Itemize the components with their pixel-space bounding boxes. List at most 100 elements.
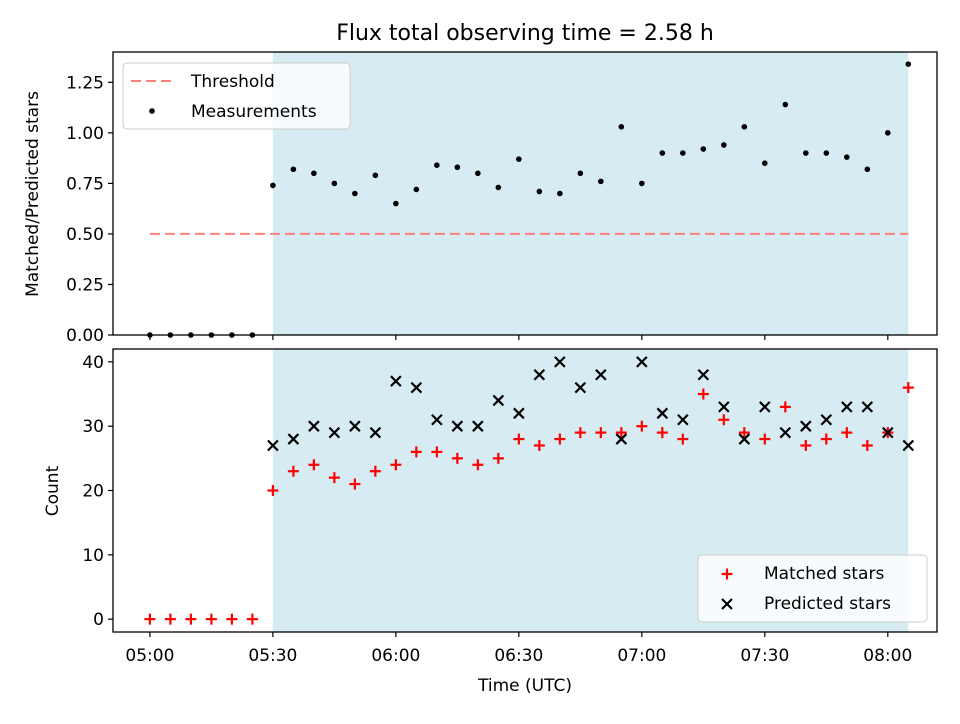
measurement-point: [618, 123, 625, 130]
predicted-star-point: [554, 356, 566, 368]
measurement-point: [536, 188, 543, 195]
bottom-y-tick-label: 40: [82, 353, 104, 373]
predicted-star-point: [738, 433, 751, 445]
legend-measurements-label: Measurements: [191, 102, 317, 122]
predicted-star-point: [800, 420, 812, 432]
matched-star-point: [451, 452, 463, 464]
predicted-star-point: [902, 439, 915, 452]
measurement-point: [680, 150, 686, 156]
bottom-y-tick-label: 0: [93, 610, 104, 630]
predicted-star-point: [451, 420, 464, 432]
predicted-star-point: [595, 368, 607, 381]
predicted-star-point: [759, 401, 771, 413]
predicted-marker-b: [615, 433, 628, 445]
matched-star-point: [185, 613, 197, 625]
measurement-point: [803, 150, 809, 156]
predicted-star-point: [841, 401, 853, 413]
bottom-x-tick-label: 05:00: [125, 646, 174, 666]
measurement-point: [413, 186, 420, 193]
measurement-point: [352, 190, 358, 197]
chart-title: Flux total observing time = 2.58 h: [336, 21, 714, 46]
predicted-star-point: [636, 356, 648, 368]
matched-star-point: [902, 382, 914, 394]
bottom-x-tick-label: 07:00: [617, 646, 666, 666]
matched-star-point: [554, 433, 566, 445]
predicted-marker-b: [861, 401, 874, 413]
predicted-star-point: [308, 420, 320, 432]
measurement-point: [495, 184, 502, 191]
legend-matched-label: Matched stars: [764, 564, 884, 584]
matched-star-point: [205, 613, 217, 625]
measurement-point: [741, 123, 748, 130]
matched-star-point: [328, 472, 340, 484]
matched-star-point: [513, 433, 525, 445]
measurement-point: [516, 156, 522, 162]
predicted-marker-b: [779, 426, 792, 439]
top-plot: 0.00 0.25 0.50 0.75 1.00 1.25 Threshold Measure…: [66, 51, 938, 346]
measurement-point: [721, 142, 727, 148]
matched-star-point: [226, 613, 238, 625]
measurement-point: [270, 182, 276, 189]
bottom-x-tick-label: 08:00: [863, 646, 912, 666]
predicted-marker-b: [328, 426, 341, 439]
predicted-marker-b: [369, 426, 382, 439]
matched-star-point: [697, 388, 709, 400]
predicted-marker-b: [656, 407, 669, 420]
measurement-point: [782, 101, 789, 108]
matched-star-point: [369, 465, 381, 477]
matched-star-point: [390, 459, 402, 471]
matched-star-point: [349, 478, 361, 490]
bottom-y-tick-label: 10: [82, 546, 104, 566]
matched-star-point: [574, 427, 586, 439]
predicted-marker-b: [738, 433, 751, 445]
measurement-point: [905, 61, 912, 67]
predicted-marker-b: [882, 426, 894, 439]
matched-star-point: [472, 459, 484, 471]
top-y-axis-label: Matched/Predicted stars: [23, 91, 43, 297]
top-axes-frame: [112, 51, 938, 336]
predicted-star-point: [861, 401, 874, 413]
top-y-tick-label: 0.75: [66, 174, 104, 194]
bottom-y-tick-label: 20: [82, 482, 104, 502]
predicted-marker-b: [759, 401, 771, 413]
bottom-legend: Matched stars Predicted stars: [697, 554, 928, 623]
bottom-x-tick-label: 05:30: [248, 646, 297, 666]
predicted-star-point: [349, 420, 361, 432]
predicted-star-point: [472, 420, 484, 432]
legend-threshold-label: Threshold: [190, 72, 275, 92]
matched-star-point: [615, 427, 627, 439]
measurement-point: [372, 172, 379, 179]
top-y-tick-label: 1.25: [66, 73, 104, 93]
predicted-marker-b: [677, 413, 689, 426]
top-shaded-region: [272, 52, 909, 335]
predicted-marker-b: [533, 368, 546, 381]
bottom-x-tick-label: 07:30: [740, 646, 789, 666]
predicted-star-point: [882, 426, 894, 439]
predicted-marker-b: [574, 381, 587, 394]
measurement-point: [331, 180, 338, 187]
measurement-point: [393, 200, 399, 207]
measurement-point: [885, 130, 891, 136]
top-legend: Threshold Measurements: [122, 62, 351, 130]
measurement-point: [454, 164, 461, 171]
matched-star-point: [861, 439, 873, 451]
predicted-marker-b: [595, 368, 607, 381]
matched-star-point: [164, 613, 176, 625]
predicted-marker-b: [718, 401, 730, 413]
matched-star-point: [718, 414, 730, 426]
predicted-star-point: [390, 375, 402, 387]
predicted-star-point: [492, 394, 505, 407]
matched-star-point: [779, 401, 791, 413]
measurement-point: [434, 162, 440, 168]
predicted-marker-b: [492, 394, 505, 407]
matched-star-point: [656, 427, 668, 439]
top-y-tick-label: 0.00: [66, 326, 104, 346]
measurement-point: [577, 170, 584, 177]
matched-star-point: [144, 613, 156, 625]
matched-star-point: [431, 446, 443, 458]
bottom-y-axis-label: Count: [43, 465, 63, 516]
legend-predicted-swatch-b: [721, 598, 733, 610]
predicted-marker-b: [513, 407, 525, 420]
measurement-point: [639, 180, 645, 187]
measurement-point: [557, 190, 563, 197]
